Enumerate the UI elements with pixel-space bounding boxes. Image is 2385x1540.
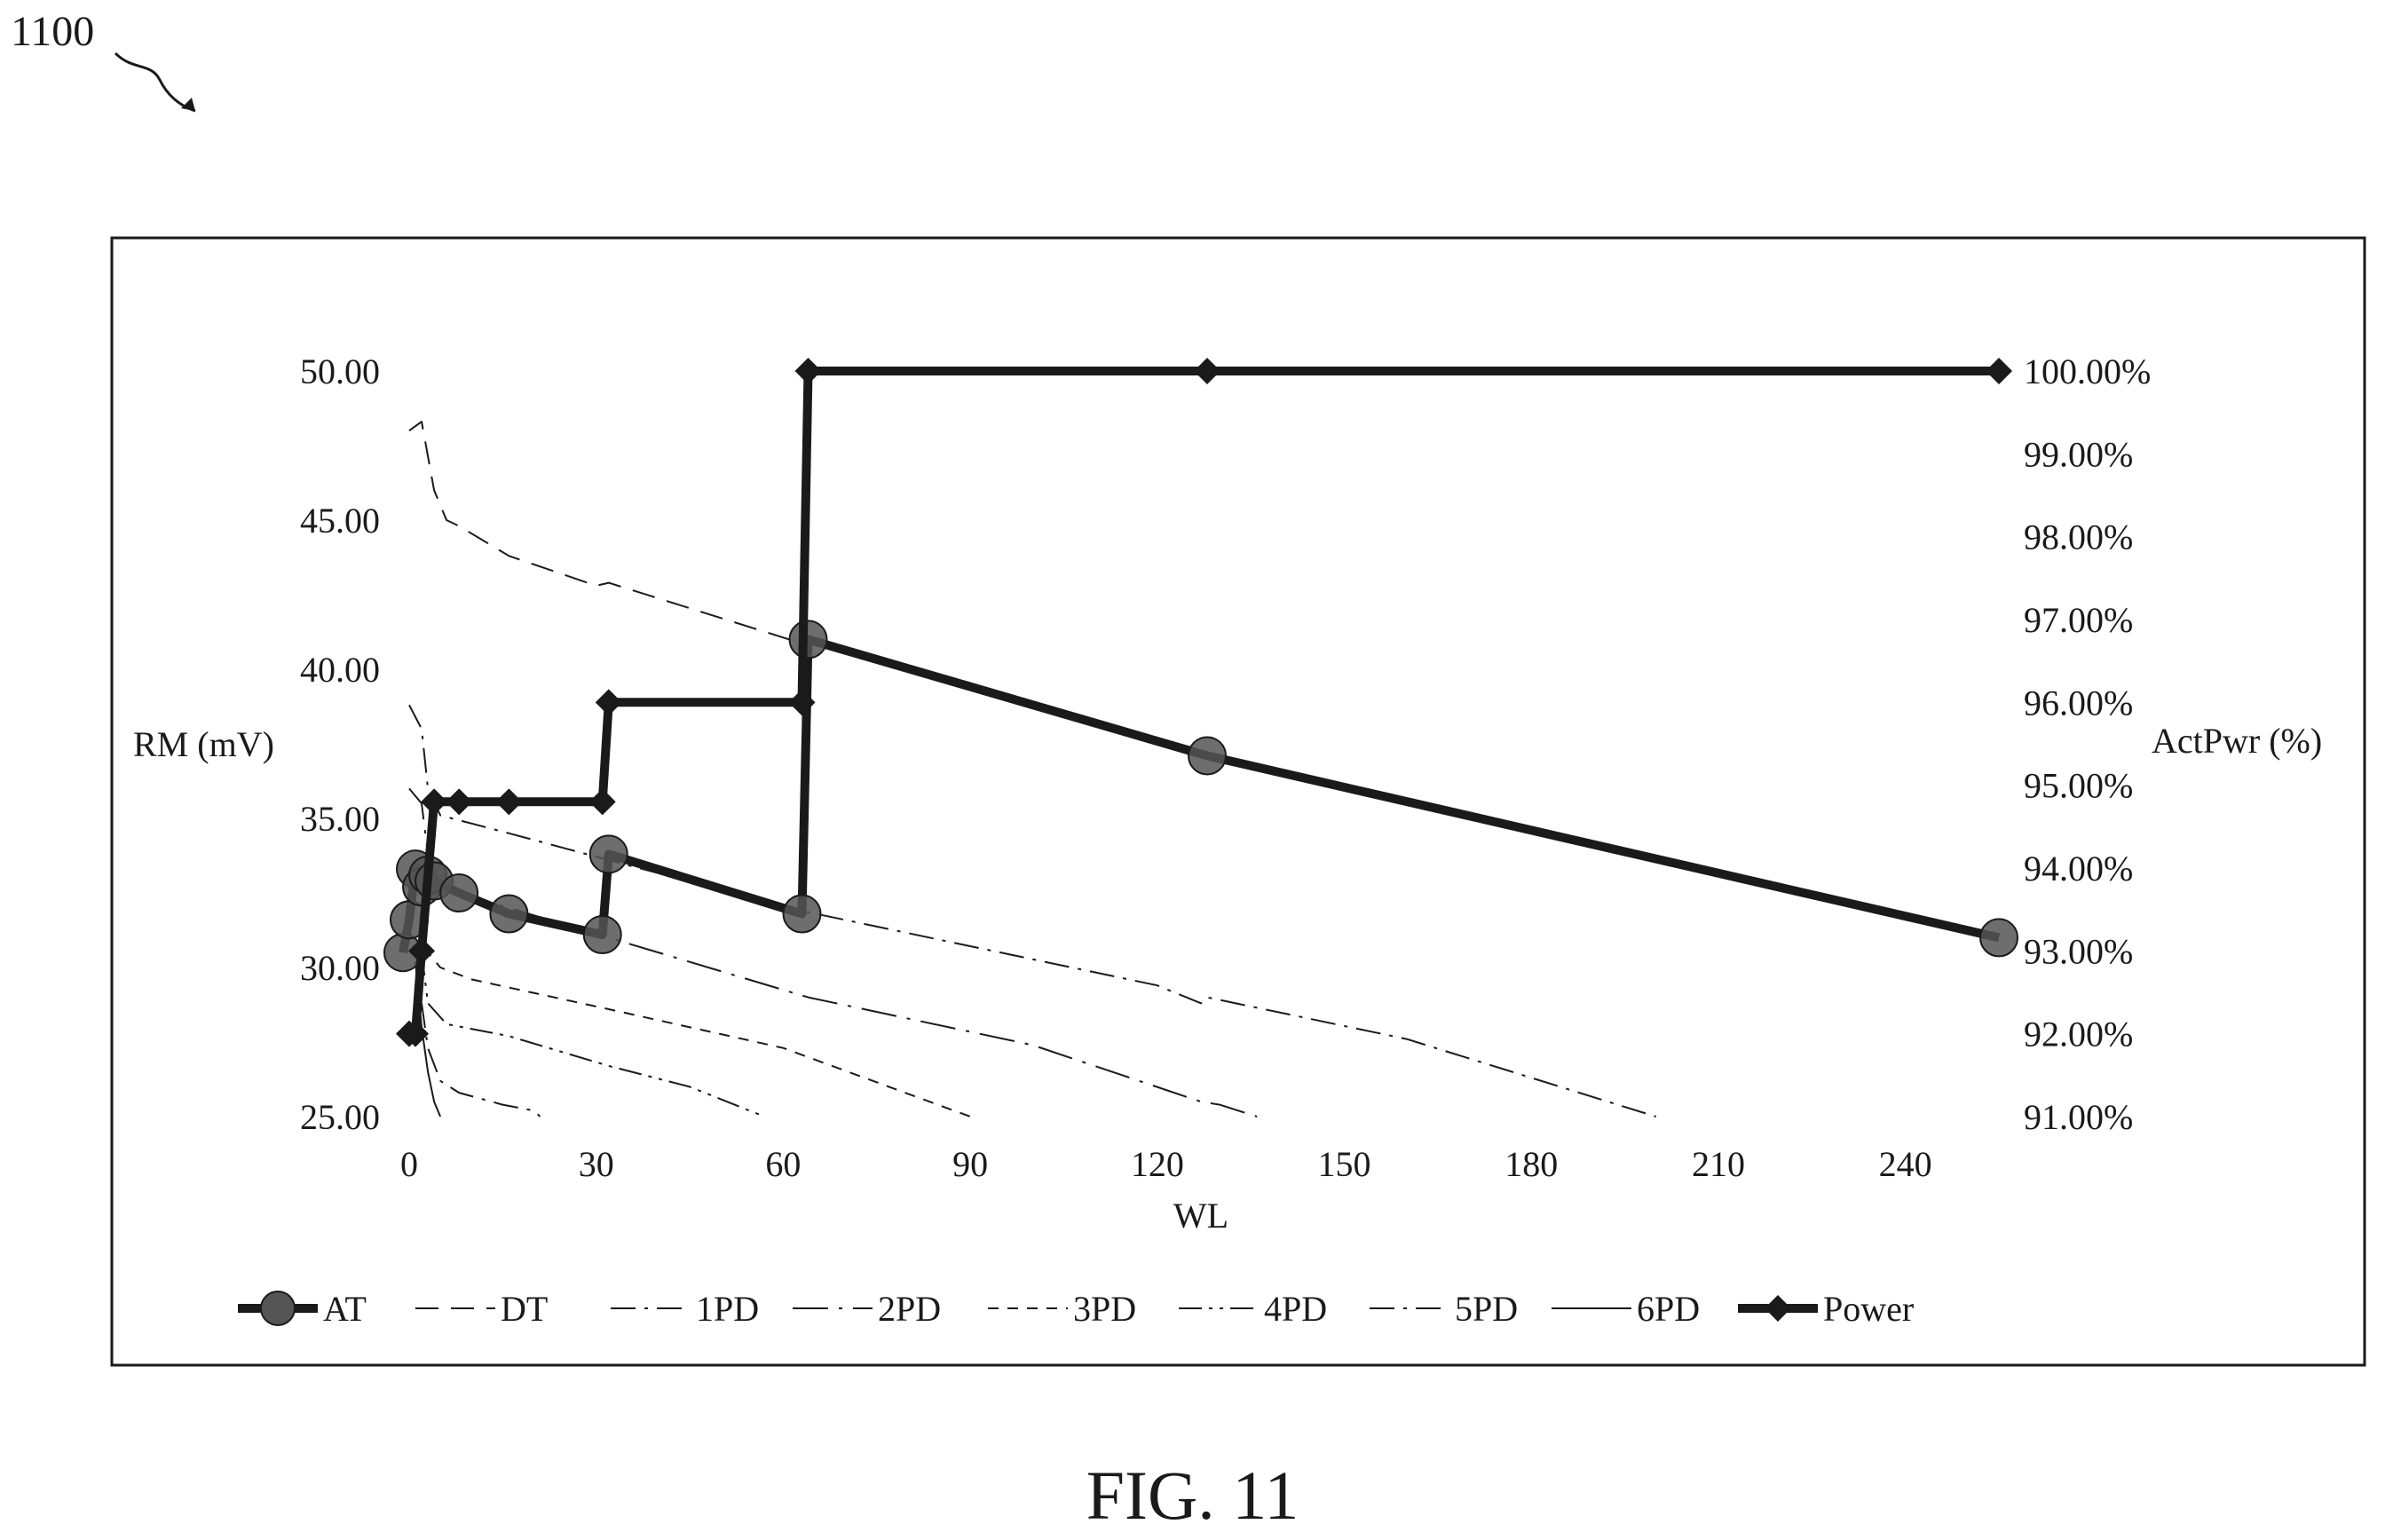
data-point-at [788, 620, 828, 659]
axes-layer: 0 30 60 90 120 150 180 210 240 WL 25.00 30.00 35.00 4… [133, 351, 2322, 1236]
data-point-power [1194, 358, 1221, 384]
y-right-tick-label: 96.00% [2024, 683, 2133, 723]
legend-label-dt: DT [501, 1289, 548, 1329]
legend-label-2pd: 2PD [878, 1289, 941, 1329]
legend-label-3pd: 3PD [1073, 1289, 1136, 1329]
x-tick-label: 150 [1318, 1144, 1371, 1184]
x-tick-label: 0 [400, 1144, 418, 1184]
y-right-axis-label: ActPwr (%) [2152, 721, 2322, 761]
series-line-1pd [408, 704, 1656, 1117]
series-line-3pd [421, 907, 971, 1117]
y-right-tick-label: 91.00% [2024, 1097, 2133, 1137]
y-left-tick-label: 35.00 [300, 799, 380, 839]
chart-frame [110, 236, 2366, 1367]
legend-label-1pd: 1PD [696, 1289, 759, 1329]
x-axis-label: WL [1173, 1196, 1228, 1236]
data-point-power [402, 1020, 430, 1047]
legend-label-at: AT [323, 1289, 367, 1329]
legend-label-power: Power [1823, 1289, 1914, 1329]
series-line-power [409, 367, 1999, 1039]
legend-marker-power [1765, 1295, 1791, 1322]
legend-marker-at [260, 1291, 296, 1326]
y-right-tick-label: 98.00% [2024, 517, 2133, 557]
data-point-at [582, 915, 622, 955]
y-left-tick-label: 45.00 [300, 501, 380, 541]
x-tick-label: 60 [765, 1144, 801, 1184]
data-point-power [794, 358, 822, 384]
y-left-tick-label: 30.00 [300, 948, 380, 988]
data-point-power [595, 689, 622, 716]
x-tick-label: 240 [1879, 1144, 1932, 1184]
y-left-tick-label: 25.00 [300, 1097, 380, 1137]
series-line-2pd [408, 787, 1258, 1117]
data-point-power [495, 788, 523, 816]
x-tick-label: 180 [1504, 1144, 1558, 1184]
y-left-tick-label: 50.00 [300, 351, 380, 391]
y-right-tick-label: 93.00% [2024, 931, 2133, 971]
y-right-tick-label: 94.00% [2024, 849, 2133, 888]
figure-reference-number: 1100 [11, 8, 95, 55]
data-point-at [588, 834, 628, 874]
data-point-power [588, 788, 616, 816]
series-line-at [399, 635, 2001, 954]
series-line-4pd [421, 952, 765, 1117]
data-point-power [446, 788, 473, 816]
figure-caption: FIG. 11 [1086, 1457, 1299, 1534]
data-point-at [489, 894, 529, 934]
data-point-at [1188, 736, 1228, 776]
x-tick-label: 120 [1131, 1144, 1184, 1184]
data-point-power [421, 788, 448, 816]
legend: AT DT 1PD 2PD 3PD 4PD 5PD 6PD Power [238, 1289, 1914, 1329]
data-point-at [439, 873, 479, 912]
y-left-axis-label: RM (mV) [133, 724, 274, 764]
series-layer [383, 358, 2019, 1117]
reference-arrow [114, 51, 196, 113]
data-point-power [1986, 358, 2013, 384]
data-point-power [788, 689, 816, 716]
data-point-at [782, 894, 822, 934]
data-point-power [408, 937, 436, 965]
y-right-tick-label: 97.00% [2024, 600, 2133, 640]
y-right-tick-label: 100.00% [2024, 351, 2151, 391]
y-right-tick-label: 92.00% [2024, 1015, 2133, 1054]
series-line-dt [408, 421, 809, 647]
data-point-at [1979, 918, 2019, 958]
x-tick-label: 30 [579, 1144, 614, 1184]
y-left-tick-label: 40.00 [300, 650, 380, 690]
series-line-5pd [421, 1003, 541, 1117]
legend-label-4pd: 4PD [1264, 1289, 1327, 1329]
legend-label-6pd: 6PD [1637, 1289, 1700, 1329]
legend-label-5pd: 5PD [1455, 1289, 1518, 1329]
y-right-tick-label: 99.00% [2024, 434, 2133, 474]
x-tick-label: 210 [1692, 1144, 1745, 1184]
y-right-tick-label: 95.00% [2024, 766, 2133, 806]
x-tick-label: 90 [952, 1144, 988, 1184]
